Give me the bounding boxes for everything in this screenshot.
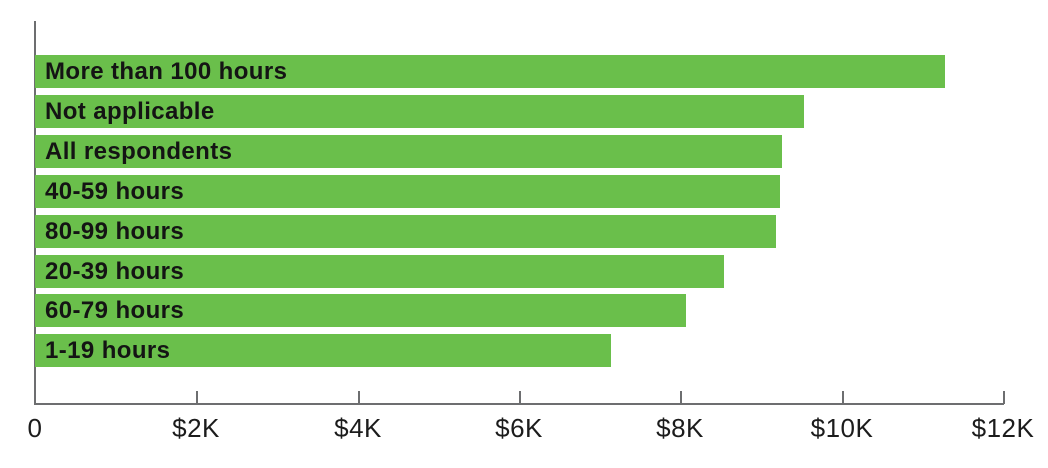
x-axis-line bbox=[34, 403, 1004, 405]
bar: More than 100 hours bbox=[35, 55, 945, 88]
x-tick bbox=[519, 391, 521, 404]
x-tick-label: 0 bbox=[27, 413, 43, 443]
bar: All respondents bbox=[35, 135, 782, 168]
bar: 80-99 hours bbox=[35, 215, 776, 248]
bar: Not applicable bbox=[35, 95, 804, 128]
x-tick-label: $6K bbox=[495, 413, 543, 443]
bar-label: More than 100 hours bbox=[45, 57, 288, 85]
x-tick-label: $10K bbox=[810, 413, 874, 443]
bar-label: Not applicable bbox=[45, 97, 215, 125]
bar-label: 20-39 hours bbox=[45, 257, 185, 285]
x-tick bbox=[842, 391, 844, 404]
bar-label: 1-19 hours bbox=[45, 336, 171, 364]
y-axis-line bbox=[34, 21, 36, 405]
x-tick-label: $12K bbox=[971, 413, 1035, 443]
bar: 60-79 hours bbox=[35, 294, 686, 327]
x-tick-label: $2K bbox=[172, 413, 220, 443]
x-tick-label: $4K bbox=[334, 413, 382, 443]
bar-label: All respondents bbox=[45, 137, 233, 165]
bar-label: 60-79 hours bbox=[45, 296, 185, 324]
bar: 40-59 hours bbox=[35, 175, 780, 208]
x-tick bbox=[196, 391, 198, 404]
x-tick-label: $8K bbox=[656, 413, 704, 443]
x-tick bbox=[358, 391, 360, 404]
x-tick bbox=[1003, 391, 1005, 404]
bar: 20-39 hours bbox=[35, 255, 724, 288]
x-tick bbox=[680, 391, 682, 404]
bar: 1-19 hours bbox=[35, 334, 611, 367]
bar-label: 80-99 hours bbox=[45, 217, 185, 245]
bar-label: 40-59 hours bbox=[45, 177, 185, 205]
